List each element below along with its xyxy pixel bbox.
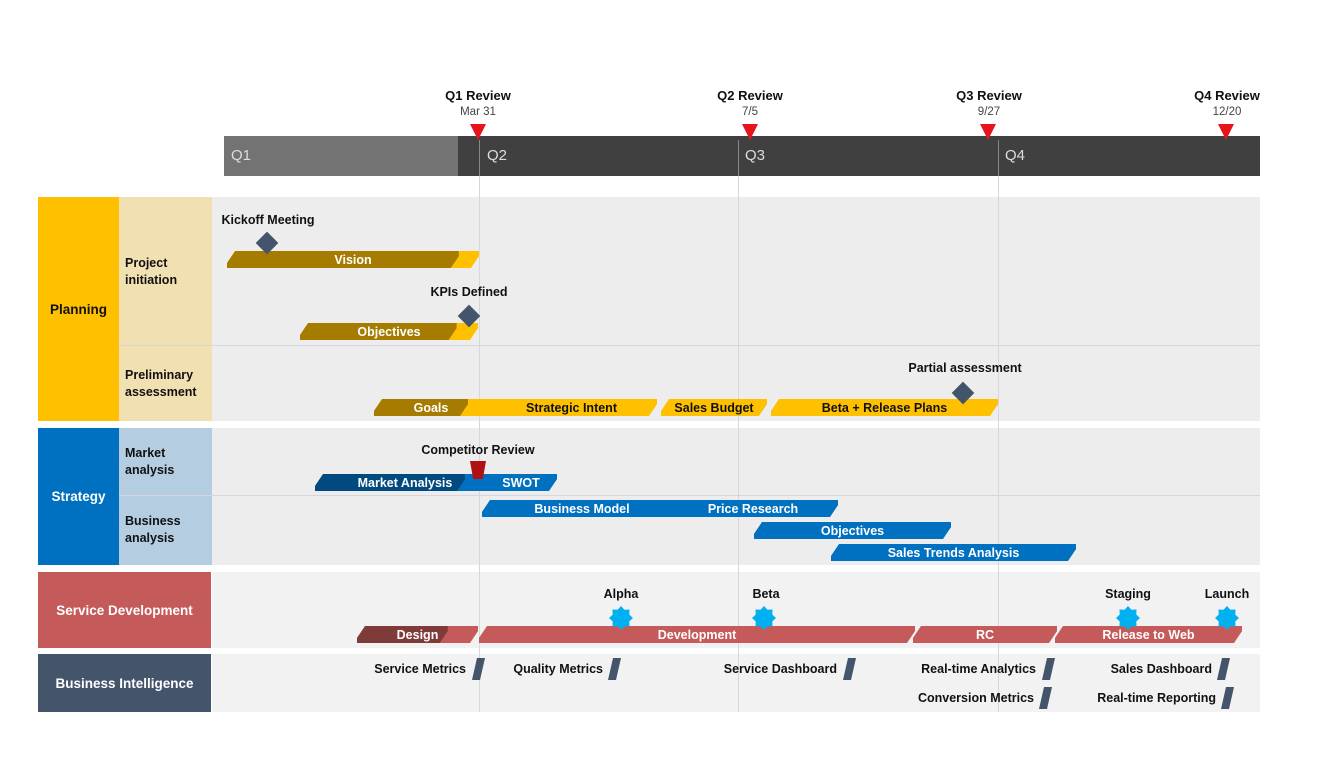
task-label: Beta + Release Plans — [821, 400, 948, 415]
milestone-label: Launch — [1204, 587, 1250, 601]
task-label: Sales Budget — [674, 400, 754, 415]
milestone-label: Kickoff Meeting — [221, 213, 315, 227]
review-marker-icon — [980, 124, 996, 140]
task-sales-trends-analysis[interactable]: Sales Trends Analysis — [831, 544, 1076, 561]
review-marker-icon — [470, 124, 486, 140]
task-design[interactable]: Design — [357, 626, 478, 643]
review-marker-icon — [1218, 124, 1234, 140]
bi-content — [212, 654, 1260, 712]
lane-service-development: Service Development — [38, 572, 211, 648]
bi-item-label: Real-time Reporting — [1097, 691, 1216, 705]
milestone-label: Partial assessment — [908, 361, 1022, 375]
quarter-gridline — [479, 176, 480, 712]
star-milestone-icon[interactable] — [751, 605, 777, 631]
review-label: Q3 Review — [956, 88, 1022, 103]
task-strategic-intent[interactable]: Strategic Intent — [458, 399, 657, 416]
bi-item-label: Real-time Analytics — [921, 662, 1036, 676]
flag-milestone-icon[interactable] — [470, 461, 486, 479]
timeline-remaining — [458, 136, 1260, 176]
quarter-label: Q4 — [1005, 147, 1026, 164]
task-label: Market Analysis — [357, 475, 453, 490]
quarter-gridline — [738, 176, 739, 712]
task-release-to-web[interactable]: Release to Web — [1055, 626, 1242, 643]
task-label: Vision — [334, 252, 372, 267]
review-q4: Q4 Review 12/20 — [1167, 88, 1287, 118]
task-objectives[interactable]: Objectives — [300, 323, 478, 340]
bi-item-label: Service Dashboard — [723, 662, 837, 676]
task-label: Objectives — [820, 523, 885, 538]
review-q3: Q3 Review 9/27 — [929, 88, 1049, 118]
review-label: Q4 Review — [1194, 88, 1260, 103]
quarter-divider — [738, 140, 739, 176]
sublane-divider — [119, 345, 1260, 346]
task-objectives-strategy[interactable]: Objectives — [754, 522, 951, 539]
task-market-analysis[interactable]: Market Analysis — [315, 474, 465, 491]
milestone-label: KPIs Defined — [430, 285, 508, 299]
review-label: Q2 Review — [717, 88, 783, 103]
timeline-elapsed — [224, 136, 458, 176]
task-label: Design — [396, 627, 439, 642]
task-price-research[interactable]: Price Research — [668, 500, 838, 517]
quarter-label: Q3 — [745, 147, 766, 164]
lane-business-intelligence: Business Intelligence — [38, 654, 211, 712]
sublane-business-analysis: Business analysis — [119, 495, 212, 565]
milestone-label: Staging — [1105, 587, 1151, 601]
quarter-divider — [479, 140, 480, 176]
quarter-label: Q1 — [231, 147, 252, 164]
lane-strategy: Strategy — [38, 428, 119, 565]
star-milestone-icon[interactable] — [1115, 605, 1141, 631]
bi-item-label: Service Metrics — [374, 662, 466, 676]
sublane-market-analysis: Market analysis — [119, 428, 212, 495]
task-development[interactable]: Development — [479, 626, 915, 643]
quarter-label: Q2 — [487, 147, 508, 164]
sublane-divider — [119, 495, 1260, 496]
task-label: SWOT — [502, 475, 540, 490]
review-date: Mar 31 — [460, 106, 496, 118]
task-label: Business Model — [534, 501, 630, 516]
milestone-label: Alpha — [603, 587, 639, 601]
sublane-preliminary-assessment: Preliminary assessment — [119, 346, 212, 421]
task-label: Goals — [413, 400, 449, 415]
star-milestone-icon[interactable] — [608, 605, 634, 631]
task-label: Strategic Intent — [526, 400, 617, 415]
task-label: RC — [975, 627, 995, 642]
task-label: Sales Trends Analysis — [887, 545, 1020, 560]
task-vision[interactable]: Vision — [227, 251, 479, 268]
task-label: Price Research — [707, 501, 799, 516]
task-beta-release-plans[interactable]: Beta + Release Plans — [771, 399, 998, 416]
sublane-project-initiation: Project initiation — [119, 197, 212, 346]
strategy-content — [212, 428, 1260, 565]
milestone-label: Beta — [752, 587, 780, 601]
star-milestone-icon[interactable] — [1214, 605, 1240, 631]
task-business-model[interactable]: Business Model — [482, 500, 712, 517]
review-q1: Q1 Review Mar 31 — [418, 88, 538, 118]
review-label: Q1 Review — [445, 88, 511, 103]
planning-content — [212, 197, 1260, 421]
task-rc[interactable]: RC — [913, 626, 1057, 643]
lane-planning: Planning — [38, 197, 119, 421]
review-date: 9/27 — [977, 106, 1001, 118]
review-date: 7/5 — [742, 106, 758, 118]
task-swot[interactable]: SWOT — [455, 474, 557, 491]
task-label: Development — [657, 627, 737, 642]
quarter-gridline — [998, 176, 999, 712]
task-label: Objectives — [357, 324, 421, 339]
review-marker-icon — [742, 124, 758, 140]
task-sales-budget[interactable]: Sales Budget — [661, 399, 767, 416]
review-q2: Q2 Review 7/5 — [690, 88, 810, 118]
bi-item-label: Quality Metrics — [513, 662, 603, 676]
quarter-divider — [998, 140, 999, 176]
milestone-label: Competitor Review — [421, 443, 535, 457]
review-date: 12/20 — [1212, 106, 1242, 118]
bi-item-label: Sales Dashboard — [1110, 662, 1212, 676]
bi-item-label: Conversion Metrics — [917, 691, 1034, 705]
task-label: Release to Web — [1102, 627, 1195, 642]
task-goals[interactable]: Goals — [374, 399, 468, 416]
